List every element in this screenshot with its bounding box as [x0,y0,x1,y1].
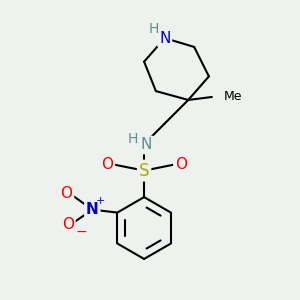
Text: N: N [86,202,99,217]
Text: O: O [101,157,113,172]
Text: Me: Me [224,91,242,103]
Text: N: N [159,31,170,46]
Text: +: + [96,196,105,206]
Text: O: O [60,186,72,201]
Text: N: N [141,137,152,152]
Text: H: H [148,22,159,36]
Text: −: − [76,225,87,239]
Text: O: O [175,157,187,172]
Text: S: S [139,162,149,180]
Text: H: H [128,132,138,146]
Text: O: O [62,217,74,232]
